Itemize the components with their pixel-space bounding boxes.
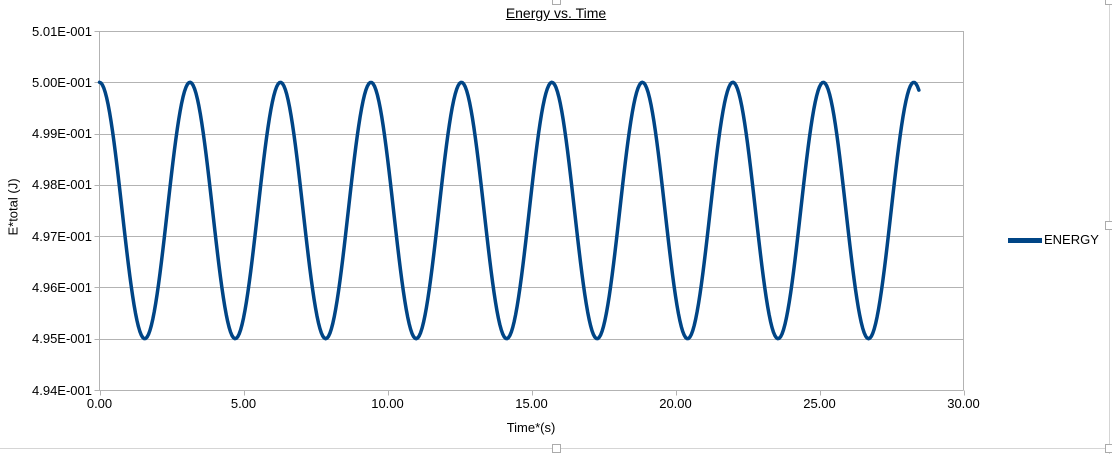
x-tick-label: 5.00 [230, 396, 257, 411]
energy-series-line[interactable] [97, 80, 921, 341]
selection-handle-top-right[interactable] [1105, 0, 1112, 5]
y-tick-label: 4.94E-001 [32, 382, 92, 398]
selection-handle-bottom-center[interactable] [552, 444, 561, 453]
legend-line-swatch [1008, 237, 1042, 243]
y-tick-label: 5.01E-001 [32, 23, 92, 39]
y-tick-label: 5.00E-001 [32, 74, 92, 90]
y-tick-label: 4.97E-001 [32, 228, 92, 244]
x-tick-label: 20.00 [659, 396, 692, 411]
x-tick-label: 25.00 [803, 396, 836, 411]
selection-handle-right-middle[interactable] [1105, 221, 1112, 230]
chart-title: Energy vs. Time [505, 5, 607, 21]
x-axis-title: Time*(s) [506, 420, 556, 435]
y-tick-label: 4.99E-001 [32, 126, 92, 142]
y-tick-label: 4.98E-001 [32, 177, 92, 193]
selection-handle-top-center[interactable] [552, 0, 561, 5]
y-tick-label: 4.95E-001 [32, 331, 92, 347]
legend-label: ENERGY [1044, 232, 1099, 247]
x-tick-label: 0.00 [86, 396, 113, 411]
legend: ENERGY [1008, 233, 1099, 247]
selection-handle-bottom-right[interactable] [1105, 444, 1112, 453]
x-tick-label: 10.00 [371, 396, 404, 411]
x-tick-label: 30.00 [947, 396, 980, 411]
y-tick-label: 4.96E-001 [32, 279, 92, 295]
x-tick-label: 15.00 [515, 396, 548, 411]
